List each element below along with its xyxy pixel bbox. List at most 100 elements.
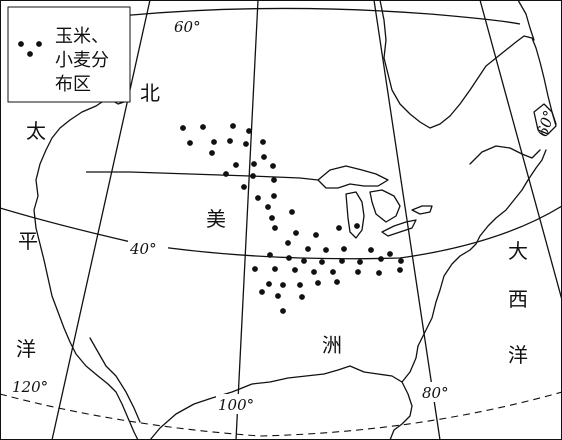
crop-dot <box>330 269 336 275</box>
label-north-america-2: 美 <box>206 207 226 231</box>
crop-dot <box>297 282 303 288</box>
crop-dot <box>376 270 382 276</box>
crop-dot <box>289 209 295 215</box>
crop-dot <box>251 161 257 167</box>
legend-line-3: 布区 <box>55 74 91 95</box>
crop-dot <box>286 255 292 261</box>
legend-line-2: 小麦分 <box>55 50 109 71</box>
crop-dot <box>243 141 249 147</box>
crop-dot <box>311 269 317 275</box>
lake-erie <box>381 219 417 237</box>
legend-dot <box>18 41 24 47</box>
crop-dot <box>227 138 233 144</box>
crop-dot <box>313 232 319 238</box>
label-north-america-3: 洲 <box>322 333 342 357</box>
label-atlantic-2: 西 <box>508 287 528 311</box>
crop-dot <box>272 225 278 231</box>
crop-dot <box>315 280 321 286</box>
crop-dot <box>223 171 229 177</box>
us-canada-border <box>86 171 319 181</box>
crop-dot <box>285 240 291 246</box>
west-coastline <box>33 97 139 440</box>
label-north-america-1: 北 <box>140 81 160 105</box>
crop-dot <box>397 267 403 273</box>
crop-dot <box>387 251 393 257</box>
longitude-60-line <box>479 0 562 301</box>
latitude-60-line <box>119 7 521 25</box>
latitude-60-label: 60° <box>174 18 201 36</box>
label-atlantic-3: 洋 <box>508 343 528 367</box>
crop-dot <box>357 259 363 265</box>
crop-dot <box>378 256 384 262</box>
crop-dot <box>252 266 258 272</box>
longitude-80-label: 80° <box>422 384 449 402</box>
label-pacific-1: 太 <box>26 119 46 143</box>
lon80-label-bg <box>420 382 456 402</box>
crop-dot <box>261 154 267 160</box>
label-pacific-2: 平 <box>18 229 38 253</box>
crop-dot <box>211 139 217 145</box>
crop-dot <box>280 308 286 314</box>
florida-peninsula <box>401 345 419 383</box>
crop-dot <box>275 293 281 299</box>
longitude-100-line <box>235 0 259 440</box>
east-coastline <box>417 149 547 347</box>
lake-huron <box>369 189 401 223</box>
crop-dot <box>246 128 252 134</box>
crop-dot <box>292 267 298 273</box>
crop-distribution-dots <box>180 123 404 314</box>
legend-dot-symbol <box>18 41 42 57</box>
legend-dot <box>36 41 42 47</box>
crop-dot <box>341 246 347 252</box>
crop-dot <box>265 204 271 210</box>
lat40-label-bg <box>128 238 168 258</box>
crop-dot <box>230 123 236 129</box>
crop-dot <box>259 289 265 295</box>
crop-dot <box>250 173 256 179</box>
crop-dot <box>280 282 286 288</box>
crop-dot <box>271 193 277 199</box>
crop-dot <box>180 125 186 131</box>
baja-california <box>89 337 141 423</box>
crop-dot <box>272 266 278 272</box>
crop-dot <box>233 162 239 168</box>
hudson-bay-coast <box>379 0 557 129</box>
crop-dot <box>270 163 276 169</box>
crop-dot <box>200 124 206 130</box>
crop-dot <box>271 177 277 183</box>
crop-dot <box>339 258 345 264</box>
crop-dot <box>299 294 305 300</box>
crop-dot <box>301 258 307 264</box>
labrador-coast <box>517 0 535 41</box>
crop-dot <box>255 195 261 201</box>
lon100-label-bg <box>216 394 262 414</box>
longitude-120-label: 120° <box>12 378 48 396</box>
crop-dot <box>269 215 275 221</box>
crop-dot <box>209 150 215 156</box>
latitude-40-line <box>0 205 562 260</box>
crop-dot <box>354 223 360 229</box>
newfoundland <box>533 103 557 135</box>
label-atlantic-1: 大 <box>508 239 528 263</box>
longitude-120-line <box>51 0 151 440</box>
longitude-80-line <box>373 0 441 440</box>
crop-dot <box>319 259 325 265</box>
crop-dot <box>293 230 299 236</box>
crop-dot <box>355 269 361 275</box>
lon120-label-bg <box>10 376 58 396</box>
lat60-label-bg <box>170 16 212 36</box>
lake-superior <box>317 165 389 189</box>
gulf-st-lawrence <box>469 145 541 165</box>
crop-dot <box>267 252 273 258</box>
legend-dot <box>27 51 33 57</box>
legend: 玉米、 小麦分 布区 <box>7 6 131 103</box>
longitude-100-label: 100° <box>218 396 254 414</box>
gulf-coastline <box>149 365 413 440</box>
crop-dot <box>241 184 247 190</box>
legend-line-1: 玉米、 <box>55 26 109 47</box>
label-pacific-3: 洋 <box>16 337 36 361</box>
crop-dot <box>260 139 266 145</box>
crop-dot <box>323 247 329 253</box>
crop-dot <box>266 281 272 287</box>
